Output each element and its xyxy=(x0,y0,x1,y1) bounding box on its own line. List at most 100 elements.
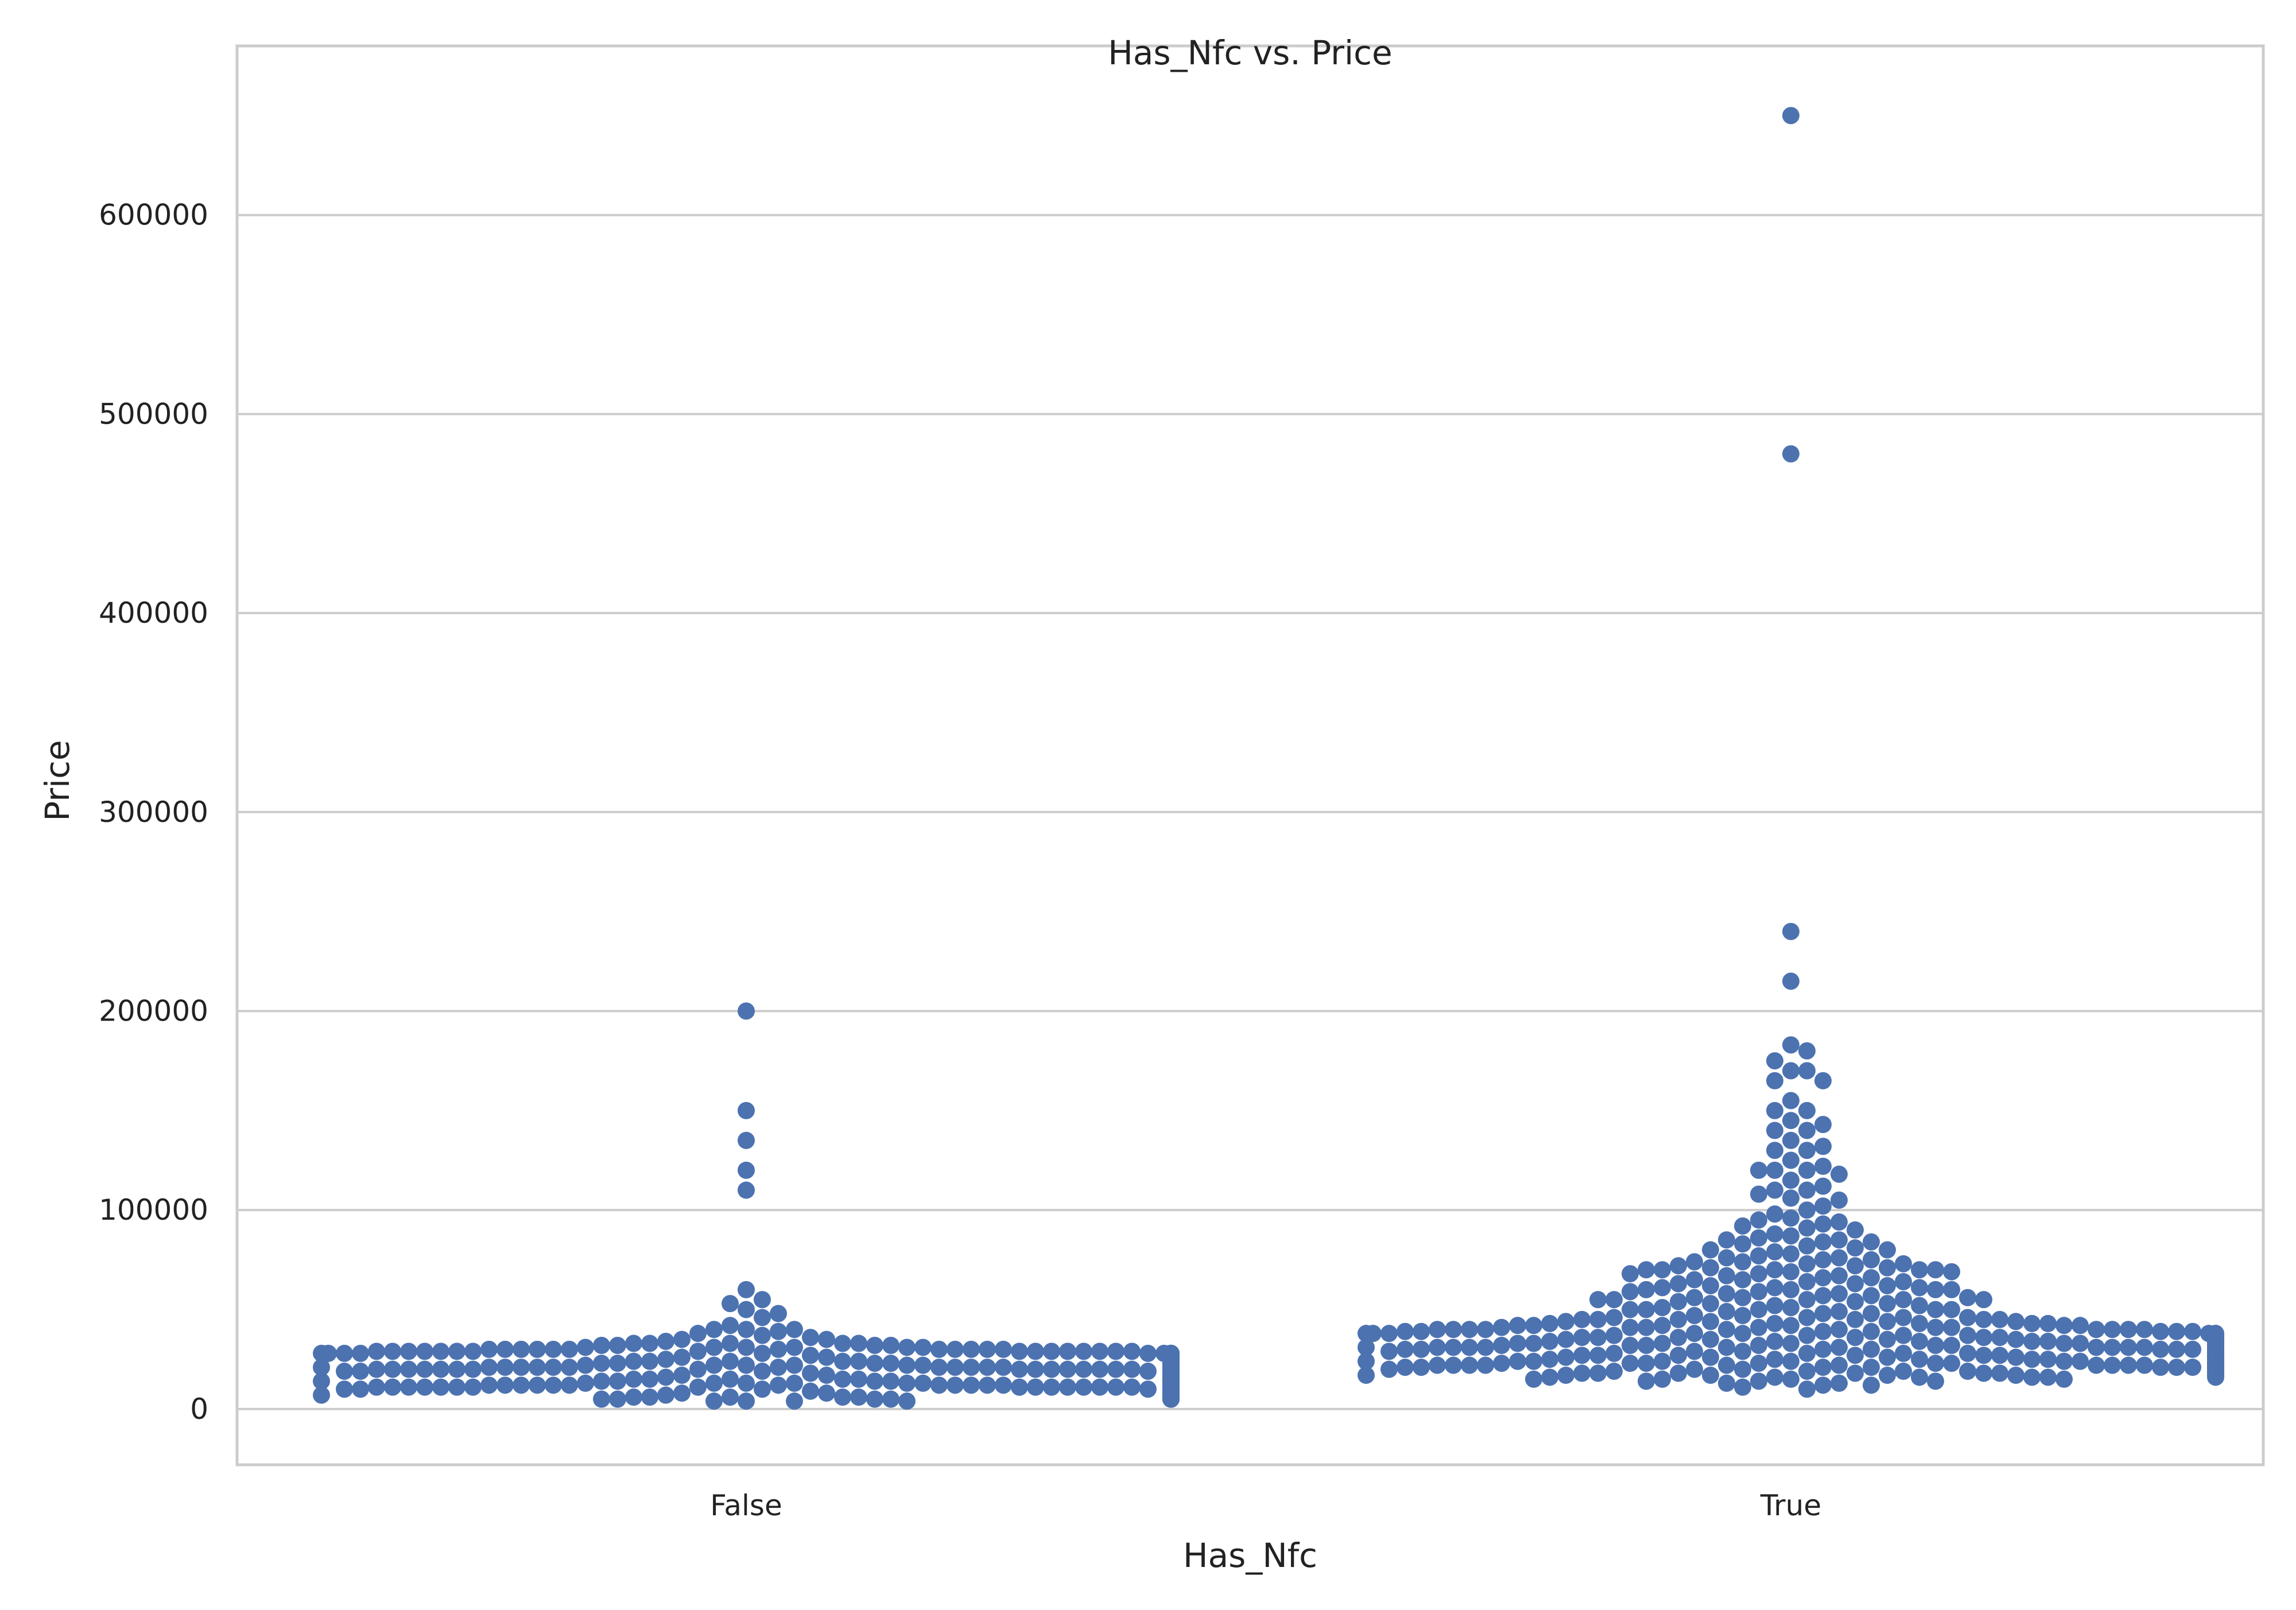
data-point-false xyxy=(738,1392,755,1410)
data-point-true xyxy=(1927,1336,1944,1354)
data-point-true xyxy=(1911,1279,1928,1297)
data-point-true xyxy=(1847,1347,1864,1364)
data-point-false xyxy=(513,1359,530,1376)
data-point-false xyxy=(432,1378,449,1396)
data-point-true xyxy=(1798,1309,1816,1326)
y-tick-label: 100000 xyxy=(99,1193,208,1227)
data-point-true xyxy=(1766,1261,1783,1279)
data-point-true xyxy=(1766,1122,1783,1139)
data-point-true xyxy=(1798,1326,1816,1344)
data-point-true xyxy=(1702,1330,1719,1348)
data-point-true xyxy=(1638,1372,1655,1390)
data-point-true xyxy=(1782,1062,1799,1080)
data-point-false xyxy=(995,1340,1012,1358)
data-point-false xyxy=(1139,1363,1157,1380)
data-point-true xyxy=(1814,1116,1832,1134)
data-point-true xyxy=(1798,1219,1816,1237)
data-point-true xyxy=(1814,1287,1832,1305)
data-point-true xyxy=(1943,1318,1960,1336)
swarm-points xyxy=(313,107,2224,1410)
data-point-true xyxy=(1782,1370,1799,1388)
data-point-true xyxy=(1911,1368,1928,1386)
data-point-false xyxy=(480,1376,498,1394)
data-point-false xyxy=(336,1344,353,1362)
data-point-true xyxy=(1638,1301,1655,1318)
data-point-true xyxy=(1814,1376,1832,1394)
data-point-false xyxy=(689,1325,707,1343)
data-point-true xyxy=(1718,1285,1735,1302)
data-point-true xyxy=(1814,1215,1832,1233)
data-point-false xyxy=(384,1360,401,1378)
data-point-false xyxy=(738,1181,755,1199)
data-point-true xyxy=(2152,1359,2169,1376)
data-point-true xyxy=(1927,1281,1944,1298)
data-point-true xyxy=(1654,1317,1671,1334)
data-point-true xyxy=(1750,1318,1767,1336)
data-point-false xyxy=(464,1343,482,1360)
data-point-true xyxy=(1358,1366,1375,1384)
data-point-true xyxy=(1814,1322,1832,1340)
data-point-true xyxy=(1622,1301,1639,1318)
data-point-true xyxy=(2168,1340,2185,1358)
data-point-true xyxy=(1638,1281,1655,1298)
y-tick-label: 500000 xyxy=(99,397,208,430)
data-point-false xyxy=(898,1392,916,1410)
data-point-true xyxy=(1879,1295,1896,1313)
data-point-false xyxy=(1091,1378,1108,1396)
data-point-false xyxy=(313,1344,330,1362)
data-point-true xyxy=(1557,1313,1574,1330)
data-point-true xyxy=(1766,1279,1783,1297)
data-point-true xyxy=(1798,1344,1816,1362)
data-point-false xyxy=(786,1321,803,1339)
data-point-true xyxy=(2072,1317,2089,1334)
data-point-false xyxy=(673,1348,691,1366)
data-point-true xyxy=(1863,1322,1880,1340)
data-point-true xyxy=(1525,1334,1542,1352)
data-point-false xyxy=(770,1305,787,1322)
data-point-true xyxy=(1798,1161,1816,1179)
data-point-true xyxy=(1798,1201,1816,1219)
data-point-false xyxy=(1011,1378,1028,1396)
data-point-false xyxy=(1139,1380,1157,1398)
data-point-false xyxy=(705,1392,723,1410)
data-point-true xyxy=(1702,1259,1719,1277)
data-point-true xyxy=(1461,1356,1478,1374)
data-point-true xyxy=(1493,1318,1510,1336)
data-point-false xyxy=(1043,1360,1060,1378)
data-point-true xyxy=(1927,1261,1944,1279)
data-point-false xyxy=(850,1334,867,1352)
data-point-true xyxy=(2039,1368,2057,1386)
data-point-true xyxy=(1573,1364,1591,1382)
chart-title: Has_Nfc vs. Price xyxy=(1108,33,1392,72)
data-point-false xyxy=(738,1002,755,1020)
data-point-false xyxy=(802,1347,819,1364)
data-point-true xyxy=(2120,1339,2137,1356)
data-point-false xyxy=(657,1386,674,1404)
data-point-true xyxy=(1863,1251,1880,1268)
data-point-true xyxy=(1573,1310,1591,1328)
data-point-true xyxy=(1766,1101,1783,1119)
data-point-true xyxy=(1702,1366,1719,1384)
data-point-true xyxy=(1589,1364,1607,1382)
data-point-false xyxy=(529,1340,546,1358)
data-point-true xyxy=(1718,1267,1735,1285)
data-point-true xyxy=(1991,1364,2008,1382)
data-point-true xyxy=(1879,1348,1896,1366)
data-point-true xyxy=(1686,1360,1703,1378)
data-point-true xyxy=(1686,1343,1703,1360)
data-point-true xyxy=(1750,1336,1767,1354)
data-point-false xyxy=(738,1321,755,1339)
data-point-false xyxy=(545,1376,562,1394)
data-point-true xyxy=(2168,1359,2185,1376)
data-point-false xyxy=(770,1376,787,1394)
data-point-true xyxy=(1766,1314,1783,1332)
data-point-true xyxy=(1605,1326,1623,1344)
data-point-false xyxy=(818,1330,835,1348)
data-point-true xyxy=(1589,1329,1607,1347)
data-point-true xyxy=(1847,1239,1864,1257)
data-point-false xyxy=(738,1356,755,1374)
data-point-false xyxy=(866,1390,883,1408)
data-point-true xyxy=(1702,1313,1719,1330)
data-point-true xyxy=(1782,1245,1799,1263)
data-point-true xyxy=(1959,1326,1976,1344)
